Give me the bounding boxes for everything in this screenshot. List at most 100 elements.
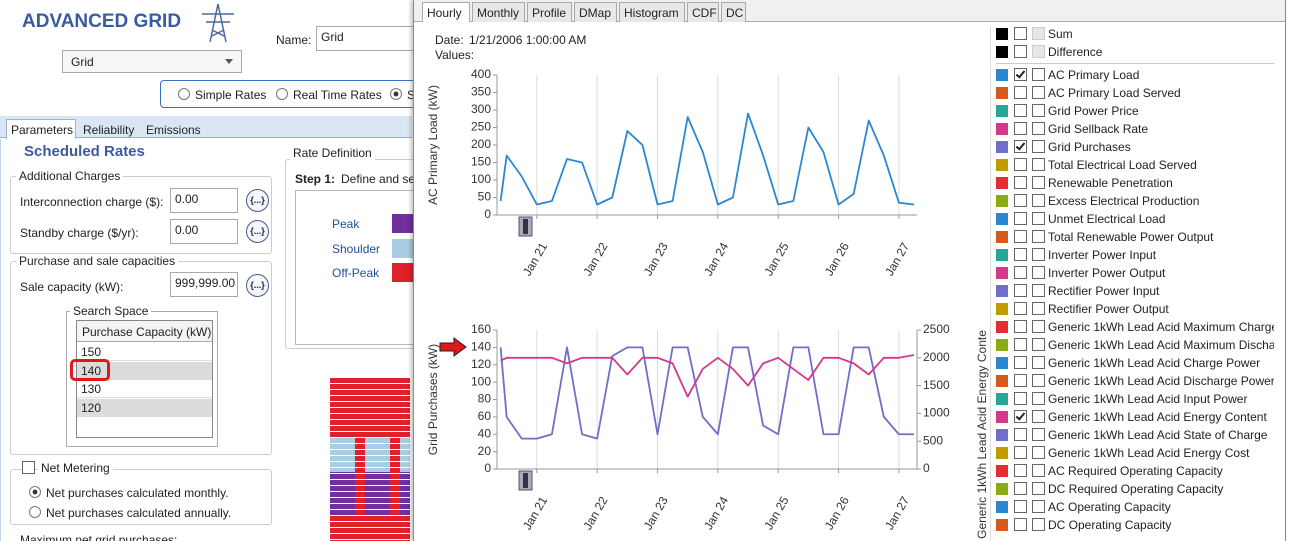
checkbox[interactable] bbox=[1014, 338, 1027, 351]
checkbox[interactable] bbox=[1014, 302, 1027, 315]
rate-name[interactable]: Peak bbox=[332, 217, 360, 231]
legend-label[interactable]: Rectifier Power Input bbox=[1048, 284, 1160, 298]
checkbox[interactable] bbox=[1014, 284, 1027, 297]
checkbox[interactable] bbox=[1032, 428, 1045, 441]
checkbox[interactable] bbox=[1032, 284, 1045, 297]
checkbox[interactable] bbox=[22, 461, 35, 474]
checkbox[interactable] bbox=[1032, 518, 1045, 531]
tab[interactable]: DMap bbox=[574, 2, 617, 22]
checkbox[interactable] bbox=[1032, 266, 1045, 279]
legend-label[interactable]: Generic 1kWh Lead Acid Discharge Power bbox=[1048, 374, 1274, 388]
checkbox[interactable] bbox=[1032, 482, 1045, 495]
checkbox[interactable] bbox=[1032, 320, 1045, 333]
legend-label[interactable]: Generic 1kWh Lead Acid Maximum Charge bbox=[1048, 320, 1274, 334]
tab[interactable]: Histogram bbox=[619, 2, 685, 22]
checkbox[interactable] bbox=[1014, 266, 1027, 279]
legend-label[interactable]: Rectifier Power Output bbox=[1048, 302, 1169, 316]
legend-label[interactable]: AC Primary Load bbox=[1048, 68, 1140, 82]
checkbox[interactable] bbox=[1032, 230, 1045, 243]
checkbox[interactable] bbox=[1032, 410, 1045, 423]
checkbox[interactable] bbox=[1032, 194, 1045, 207]
legend-label[interactable]: AC Primary Load Served bbox=[1048, 86, 1181, 100]
text-input[interactable]: 0.00 bbox=[170, 188, 238, 213]
checkbox[interactable] bbox=[1014, 158, 1027, 171]
checkbox[interactable] bbox=[1014, 212, 1027, 225]
tab[interactable]: Monthly bbox=[472, 2, 525, 22]
checkbox[interactable] bbox=[1014, 320, 1027, 333]
legend-label[interactable]: Inverter Power Output bbox=[1048, 266, 1166, 280]
table-row[interactable]: 150 bbox=[77, 343, 212, 361]
checkbox[interactable] bbox=[1032, 356, 1045, 369]
legend-label[interactable]: Grid Sellback Rate bbox=[1048, 122, 1149, 136]
checkbox[interactable] bbox=[1014, 500, 1027, 513]
radio-button[interactable] bbox=[178, 88, 190, 100]
checkbox[interactable] bbox=[1014, 176, 1027, 189]
table-row[interactable]: 130 bbox=[77, 380, 212, 398]
checkbox[interactable] bbox=[1014, 392, 1027, 405]
legend-label[interactable]: DC Operating Capacity bbox=[1048, 518, 1172, 532]
checkbox[interactable] bbox=[1032, 248, 1045, 261]
radio-button[interactable] bbox=[29, 486, 41, 498]
checkbox[interactable] bbox=[1032, 446, 1045, 459]
tab[interactable]: Parameters bbox=[6, 119, 76, 139]
legend-label[interactable]: Unmet Electrical Load bbox=[1048, 212, 1166, 226]
legend-label[interactable]: Generic 1kWh Lead Acid Energy Cost bbox=[1048, 446, 1250, 460]
checkbox[interactable] bbox=[1014, 428, 1027, 441]
legend-label[interactable]: Difference bbox=[1048, 45, 1103, 59]
checkbox[interactable] bbox=[1014, 230, 1027, 243]
ellipsis-button[interactable]: {...} bbox=[246, 274, 269, 297]
ellipsis-button[interactable]: {...} bbox=[246, 189, 269, 212]
checkbox[interactable] bbox=[1032, 500, 1045, 513]
tab[interactable]: Emissions bbox=[146, 123, 201, 137]
legend-label[interactable]: Generic 1kWh Lead Acid State of Charge bbox=[1048, 428, 1268, 442]
checkbox[interactable] bbox=[1032, 45, 1045, 58]
checkbox[interactable] bbox=[1014, 68, 1027, 81]
rate-name[interactable]: Shoulder bbox=[332, 241, 381, 256]
text-input[interactable]: Grid bbox=[316, 26, 416, 51]
component-select[interactable]: Grid bbox=[62, 50, 242, 73]
legend-label[interactable]: Total Electrical Load Served bbox=[1048, 158, 1197, 172]
text-input[interactable]: 999,999.00 bbox=[170, 272, 238, 297]
checkbox[interactable] bbox=[1014, 410, 1027, 423]
checkbox[interactable] bbox=[1014, 27, 1027, 40]
checkbox[interactable] bbox=[1032, 27, 1045, 40]
legend-label[interactable]: Grid Power Price bbox=[1048, 104, 1139, 118]
table-row[interactable]: 140 bbox=[77, 361, 212, 380]
legend-label[interactable]: Total Renewable Power Output bbox=[1048, 230, 1214, 244]
legend-label[interactable]: Generic 1kWh Lead Acid Energy Content bbox=[1048, 410, 1267, 424]
legend-label[interactable]: Inverter Power Input bbox=[1048, 248, 1157, 262]
checkbox[interactable] bbox=[1032, 302, 1045, 315]
legend-label[interactable]: Excess Electrical Production bbox=[1048, 194, 1200, 208]
tab[interactable]: Hourly bbox=[422, 2, 470, 22]
legend-label[interactable]: Generic 1kWh Lead Acid Input Power bbox=[1048, 392, 1248, 406]
legend-label[interactable]: Renewable Penetration bbox=[1048, 176, 1173, 190]
tab[interactable]: Profile bbox=[527, 2, 572, 22]
checkbox[interactable] bbox=[1032, 140, 1045, 153]
checkbox[interactable] bbox=[1032, 338, 1045, 351]
tab[interactable]: DC bbox=[721, 2, 746, 22]
checkbox[interactable] bbox=[1014, 140, 1027, 153]
legend-label[interactable]: Sum bbox=[1048, 27, 1073, 41]
checkbox[interactable] bbox=[1014, 464, 1027, 477]
checkbox[interactable] bbox=[1014, 482, 1027, 495]
checkbox[interactable] bbox=[1014, 356, 1027, 369]
checkbox[interactable] bbox=[1032, 212, 1045, 225]
legend-label[interactable]: Generic 1kWh Lead Acid Charge Power bbox=[1048, 356, 1261, 370]
checkbox[interactable] bbox=[1014, 122, 1027, 135]
tab[interactable]: Reliability bbox=[83, 123, 135, 137]
checkbox[interactable] bbox=[1032, 464, 1045, 477]
checkbox[interactable] bbox=[1014, 248, 1027, 261]
checkbox[interactable] bbox=[1014, 194, 1027, 207]
rate-name[interactable]: Off-Peak bbox=[332, 266, 380, 280]
checkbox[interactable] bbox=[1014, 446, 1027, 459]
legend-label[interactable]: DC Required Operating Capacity bbox=[1048, 482, 1224, 496]
checkbox[interactable] bbox=[1032, 158, 1045, 171]
legend-label[interactable]: AC Operating Capacity bbox=[1048, 500, 1171, 514]
checkbox[interactable] bbox=[1032, 392, 1045, 405]
checkbox[interactable] bbox=[1032, 374, 1045, 387]
radio-button[interactable] bbox=[29, 506, 41, 518]
table-row[interactable]: 120 bbox=[77, 398, 212, 417]
radio-button[interactable] bbox=[390, 88, 402, 100]
legend-label[interactable]: AC Required Operating Capacity bbox=[1048, 464, 1223, 478]
checkbox[interactable] bbox=[1014, 518, 1027, 531]
